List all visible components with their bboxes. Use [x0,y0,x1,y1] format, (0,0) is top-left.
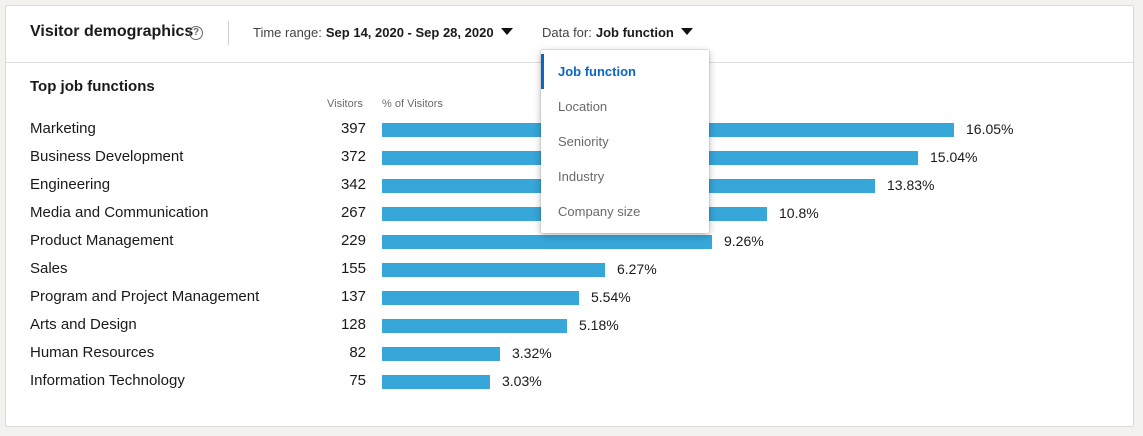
dropdown-option-location[interactable]: Location [558,99,608,114]
bar [382,347,500,361]
card-title: Visitor demographics [30,23,194,40]
category-label: Marketing [30,120,96,137]
data-for-label: Data for: [542,25,592,40]
chart-row: Arts and Design 128 5.18% [6,312,1106,340]
percent-label: 16.05% [966,121,1014,137]
header-divider [228,21,229,45]
category-label: Arts and Design [30,316,137,333]
help-icon[interactable]: ? [189,26,203,40]
visitor-count: 229 [340,232,366,249]
visitor-count: 397 [340,120,366,137]
dropdown-option-company-size[interactable]: Company size [558,204,641,219]
category-label: Media and Communication [30,204,209,221]
time-range-dropdown[interactable]: Time range: Sep 14, 2020 - Sep 28, 2020 [253,25,513,40]
dropdown-option-job-function[interactable]: Job function [541,54,709,89]
caret-down-icon [500,28,513,35]
time-range-value: Sep 14, 2020 - Sep 28, 2020 [325,25,494,40]
visitor-count: 342 [340,176,366,193]
bar [382,291,579,305]
chart-row: Product Management 229 9.26% [6,228,1106,256]
category-label: Sales [30,260,68,277]
chart-row: Program and Project Management 137 5.54% [6,284,1106,312]
data-for-dropdown-menu: Job function Location Seniority Industry Com… [541,50,709,233]
bar [382,235,712,249]
column-header-visitors: Visitors [327,98,363,110]
caret-down-icon [680,28,693,35]
percent-label: 10.8% [779,205,819,221]
percent-label: 6.27% [617,261,657,277]
chart-row: Human Resources 82 3.32% [6,340,1106,368]
time-range-label: Time range: [253,25,322,40]
category-label: Engineering [30,176,111,193]
section-title: Top job functions [30,78,155,95]
data-for-dropdown[interactable]: Data for: Job function [542,25,693,40]
dropdown-option-industry[interactable]: Industry [558,169,605,184]
data-for-value: Job function [595,25,674,40]
category-label: Program and Project Management [30,288,260,305]
percent-label: 5.18% [579,317,619,333]
chart-row: Sales 155 6.27% [6,256,1106,284]
percent-label: 3.03% [502,373,542,389]
category-label: Human Resources [30,344,155,361]
bar [382,319,567,333]
visitor-count: 137 [340,288,366,305]
column-header-percent: % of Visitors [382,98,443,110]
category-label: Business Development [30,148,184,165]
visitor-count: 372 [340,148,366,165]
category-label: Product Management [30,232,174,249]
percent-label: 15.04% [930,149,978,165]
bar [382,375,490,389]
bar [382,263,605,277]
visitor-count: 155 [340,260,366,277]
percent-label: 3.32% [512,345,552,361]
category-label: Information Technology [30,372,185,389]
dropdown-option-seniority[interactable]: Seniority [558,134,609,149]
visitor-count: 82 [349,344,366,361]
chart-row: Information Technology 75 3.03% [6,368,1106,396]
visitor-count: 75 [349,372,366,389]
percent-label: 13.83% [887,177,935,193]
visitor-count: 128 [340,316,366,333]
percent-label: 9.26% [724,233,764,249]
percent-label: 5.54% [591,289,631,305]
visitor-count: 267 [340,204,366,221]
